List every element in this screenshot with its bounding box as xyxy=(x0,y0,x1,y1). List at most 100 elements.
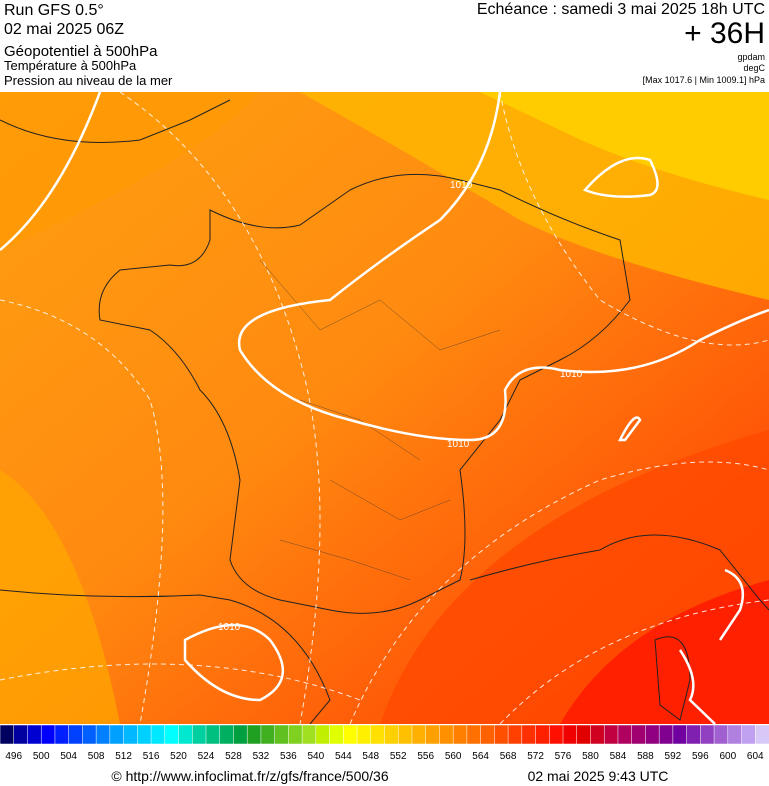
scale-cell xyxy=(713,724,729,745)
valid-time: Echéance : samedi 3 mai 2025 18h UTC xyxy=(477,1,765,18)
run: Run GFS 0.5° xyxy=(4,2,104,19)
scale-label: 576 xyxy=(555,751,572,762)
scale-cell xyxy=(192,724,207,745)
scale-cell xyxy=(507,724,523,745)
scale-cell xyxy=(27,724,42,745)
scale-cell xyxy=(590,724,605,745)
contour-label: 1010 xyxy=(218,622,241,633)
scale-label: 496 xyxy=(5,751,22,762)
scale-label: 600 xyxy=(719,751,736,762)
scale-cell xyxy=(631,724,646,745)
scale-cell xyxy=(178,724,193,745)
scale-cell xyxy=(205,724,221,745)
scale-label: 528 xyxy=(225,751,242,762)
scale-cell xyxy=(329,724,344,745)
scale-cell xyxy=(521,724,537,745)
scale-cell xyxy=(82,724,97,745)
scale-label: 556 xyxy=(417,751,434,762)
scale-label: 500 xyxy=(33,751,50,762)
scale-label: 540 xyxy=(307,751,324,762)
scale-cell xyxy=(219,724,234,745)
scale-cell xyxy=(260,724,276,745)
scale-cell xyxy=(397,724,413,745)
color-scale: 496 500 504 508 512 516 520 524 528 532 536 540 544 5… xyxy=(0,724,769,762)
scale-label: 560 xyxy=(445,751,462,762)
scale-cell xyxy=(411,724,427,745)
scale-cell xyxy=(150,724,166,745)
contour-label: 1010 xyxy=(450,180,473,191)
temperature-band xyxy=(0,470,120,724)
scale-cell xyxy=(233,724,248,745)
scale-label: 520 xyxy=(170,751,187,762)
scale-cell xyxy=(370,724,386,745)
scale-cell xyxy=(672,724,688,745)
scale-cell xyxy=(658,724,674,745)
scale-label: 544 xyxy=(335,751,352,762)
field: Géopotentiel à 500hPa xyxy=(4,43,158,60)
scale-cell xyxy=(617,724,633,745)
scale-cell xyxy=(549,724,564,745)
scale-cell xyxy=(686,724,701,745)
lead-time: + 36H xyxy=(684,17,765,50)
scale-cell xyxy=(356,724,372,745)
scale-label: 516 xyxy=(143,751,160,762)
borders xyxy=(259,259,501,581)
scale-cell xyxy=(246,724,262,745)
contour-label: 1010 xyxy=(560,369,583,380)
run-date: 02 mai 2025 06Z xyxy=(4,21,124,38)
scale-cell xyxy=(645,724,660,745)
scale-label: 524 xyxy=(198,751,215,762)
field: Pression au niveau de la mer xyxy=(4,73,173,88)
map: 1010 1010 1010 1010 xyxy=(0,92,769,724)
scale-cell xyxy=(137,724,152,745)
scale-cell xyxy=(535,724,550,745)
scale-cell xyxy=(315,724,331,745)
scale-cell xyxy=(700,724,715,745)
scale-label: 580 xyxy=(582,751,599,762)
scale-cell xyxy=(68,724,83,745)
scale-cell xyxy=(439,724,454,745)
scale-cell xyxy=(562,724,578,745)
scale-label: 592 xyxy=(665,751,682,762)
scale-cell xyxy=(54,724,70,745)
scale-label: 572 xyxy=(527,751,544,762)
scale-cell xyxy=(466,724,482,745)
field: Température à 500hPa xyxy=(4,58,137,73)
unit: gpdam xyxy=(737,52,765,62)
scale-label: 604 xyxy=(747,751,764,762)
scale-cell xyxy=(480,724,495,745)
scale-cell xyxy=(576,724,592,745)
scale-cell xyxy=(755,724,769,745)
scale-cell xyxy=(301,724,317,745)
scale-label: 568 xyxy=(500,751,517,762)
scale-cell xyxy=(384,724,399,745)
scale-cell xyxy=(425,724,440,745)
scale-cell xyxy=(452,724,468,745)
scale-label: 504 xyxy=(60,751,77,762)
temperature-band xyxy=(560,580,769,724)
scale-label: 512 xyxy=(115,751,132,762)
scale-label: 564 xyxy=(472,751,489,762)
scale-label: 588 xyxy=(637,751,654,762)
scale-label: 584 xyxy=(610,751,627,762)
scale-label: 508 xyxy=(88,751,105,762)
scale-cell xyxy=(13,724,29,745)
contour-label: 1010 xyxy=(447,439,470,450)
timestamp: 02 mai 2025 9:43 UTC xyxy=(528,768,669,784)
scale-cell xyxy=(109,724,125,745)
scale-cell xyxy=(494,724,509,745)
pressure-range: [Max 1017.6 | Min 1009.1] hPa xyxy=(643,75,765,85)
scale-cell xyxy=(274,724,289,745)
scale-cell xyxy=(123,724,138,745)
scale-label: 532 xyxy=(253,751,270,762)
temperature-band xyxy=(0,92,260,250)
scale-cell xyxy=(343,724,358,745)
scale-label: 548 xyxy=(362,751,379,762)
scale-cell xyxy=(0,724,15,745)
unit: degC xyxy=(743,63,765,73)
scale-cell xyxy=(603,724,619,745)
scale-cell xyxy=(164,724,180,745)
scale-cell xyxy=(40,724,56,745)
source: © http://www.infoclimat.fr/z/gfs/france/… xyxy=(111,768,388,784)
